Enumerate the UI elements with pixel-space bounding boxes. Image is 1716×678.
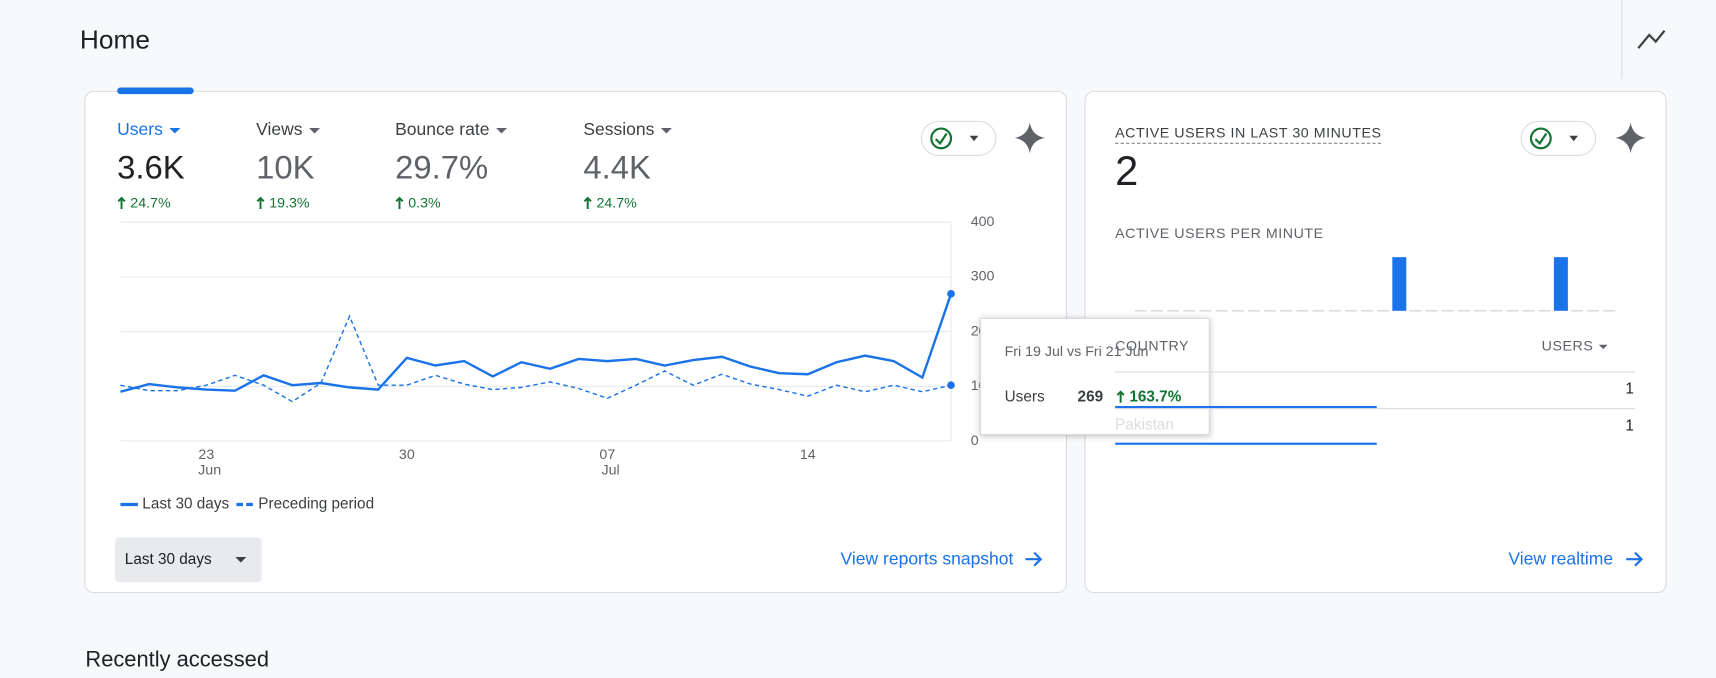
dropdown-arrow	[969, 135, 979, 142]
y-tick-label: 400	[971, 214, 995, 230]
status-button[interactable]	[1520, 120, 1597, 156]
up-arrow	[395, 196, 404, 210]
bar	[1392, 257, 1407, 311]
series-line	[120, 293, 953, 393]
metric-value: 3.6K	[117, 148, 185, 185]
date-range-button[interactable]	[114, 537, 262, 583]
tooltip	[980, 317, 1210, 435]
users-value: 1	[1625, 381, 1634, 398]
column-header: USERS	[1542, 339, 1594, 355]
sparkle-icon[interactable]	[1615, 122, 1646, 154]
tooltip-value: 269	[1078, 388, 1104, 405]
dropdown-arrow	[235, 557, 247, 563]
insights-icon[interactable]	[1637, 29, 1666, 49]
users-value: 1	[1625, 417, 1634, 434]
up-arrow	[583, 196, 592, 210]
sort-arrow	[1598, 344, 1608, 350]
y-tick-label: 0	[971, 433, 979, 449]
metric-value: 29.7%	[395, 148, 488, 185]
check-icon	[1529, 127, 1552, 150]
dropdown-arrow	[169, 128, 181, 134]
metric-change: 0.3%	[408, 195, 441, 211]
metric-name: Views	[256, 119, 303, 139]
metric-value: 10K	[256, 148, 314, 185]
tooltip-title: Fri 19 Jul vs Fri 21 Jun	[1005, 344, 1149, 360]
x-tick-label: 07	[599, 447, 615, 463]
x-tick-sublabel: Jul	[602, 462, 620, 478]
end-point	[947, 289, 955, 298]
metric-change: 19.3%	[269, 195, 310, 211]
legend-label: Preceding period	[258, 496, 374, 513]
metric-name: Users	[117, 119, 163, 139]
check-mark	[1534, 132, 1548, 146]
bar	[1553, 257, 1568, 311]
x-tick-label: 30	[399, 447, 415, 463]
status-button[interactable]	[920, 120, 997, 156]
up-arrow	[256, 196, 265, 210]
realtime-value: 2	[1115, 147, 1138, 194]
y-tick-label: 300	[971, 269, 995, 285]
users-bar	[1115, 442, 1377, 445]
tooltip-metric: Users	[1005, 388, 1045, 405]
metric-change: 24.7%	[130, 195, 171, 211]
dropdown-arrow	[309, 128, 321, 134]
series-line	[120, 314, 952, 403]
x-tick-label: 23	[198, 447, 214, 463]
x-tick-sublabel: Jun	[198, 462, 221, 478]
metric-change: 24.7%	[596, 195, 637, 211]
check-icon	[930, 127, 953, 150]
realtime-title: ACTIVE USERS IN LAST 30 MINUTES	[1115, 125, 1381, 141]
sparkle-icon[interactable]	[1014, 122, 1046, 154]
arrow-icon	[1025, 551, 1043, 567]
column-header: COUNTRY	[1115, 339, 1189, 355]
metric-name: Bounce rate	[395, 119, 489, 139]
tab-indicator	[117, 87, 194, 95]
up-arrow	[117, 196, 126, 210]
page-title: Home	[80, 25, 150, 55]
overlay: Fri 19 Jul vs Fri 21 Jun Users 269 163.7%	[980, 317, 1210, 435]
snapshot-link[interactable]: View reports snapshot	[841, 548, 1014, 568]
legend-label: Last 30 days	[142, 496, 229, 513]
dropdown-arrow	[660, 128, 672, 134]
date-range-label: Last 30 days	[125, 551, 212, 568]
users-bar	[1115, 405, 1377, 409]
x-tick-label: 14	[800, 447, 816, 463]
tooltip-change: 163.7%	[1129, 388, 1181, 405]
country-name: Pakistan	[1115, 417, 1174, 434]
realtime-link[interactable]: View realtime	[1508, 548, 1613, 568]
dropdown-arrow	[1569, 135, 1579, 142]
per-minute-title: ACTIVE USERS PER MINUTE	[1115, 226, 1324, 242]
metric-value: 4.4K	[583, 148, 651, 185]
arrow-icon	[1626, 551, 1644, 567]
metric-name: Sessions	[583, 119, 654, 139]
up-arrow	[1116, 390, 1125, 403]
section-title: Recently accessed	[85, 647, 269, 672]
overview-card	[84, 90, 1068, 594]
end-point	[947, 381, 955, 390]
check-mark	[934, 132, 948, 146]
dropdown-arrow	[496, 128, 507, 134]
